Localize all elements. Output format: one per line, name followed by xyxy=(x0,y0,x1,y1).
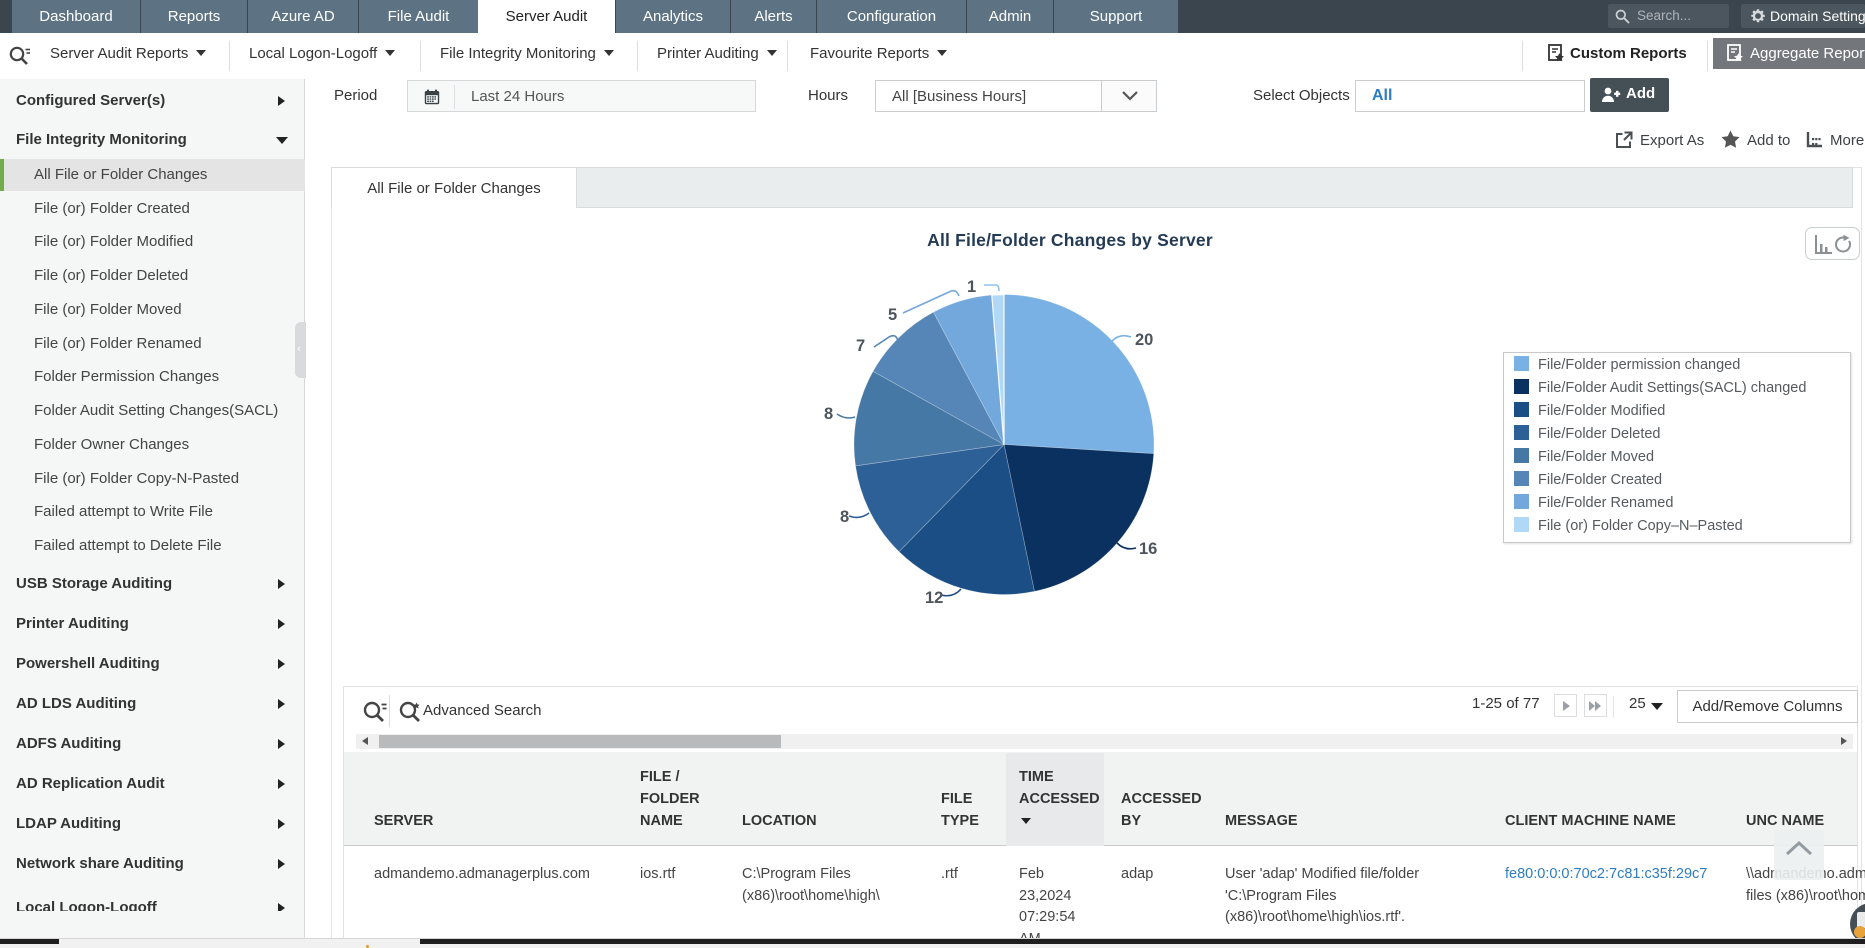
svg-text:1: 1 xyxy=(967,278,976,296)
svg-text:8: 8 xyxy=(824,405,833,423)
svg-text:20: 20 xyxy=(1135,331,1153,349)
svg-text:7: 7 xyxy=(856,337,865,355)
svg-text:8: 8 xyxy=(840,508,849,526)
svg-text:16: 16 xyxy=(1139,540,1157,558)
svg-text:5: 5 xyxy=(888,306,897,324)
svg-text:12: 12 xyxy=(925,589,943,607)
